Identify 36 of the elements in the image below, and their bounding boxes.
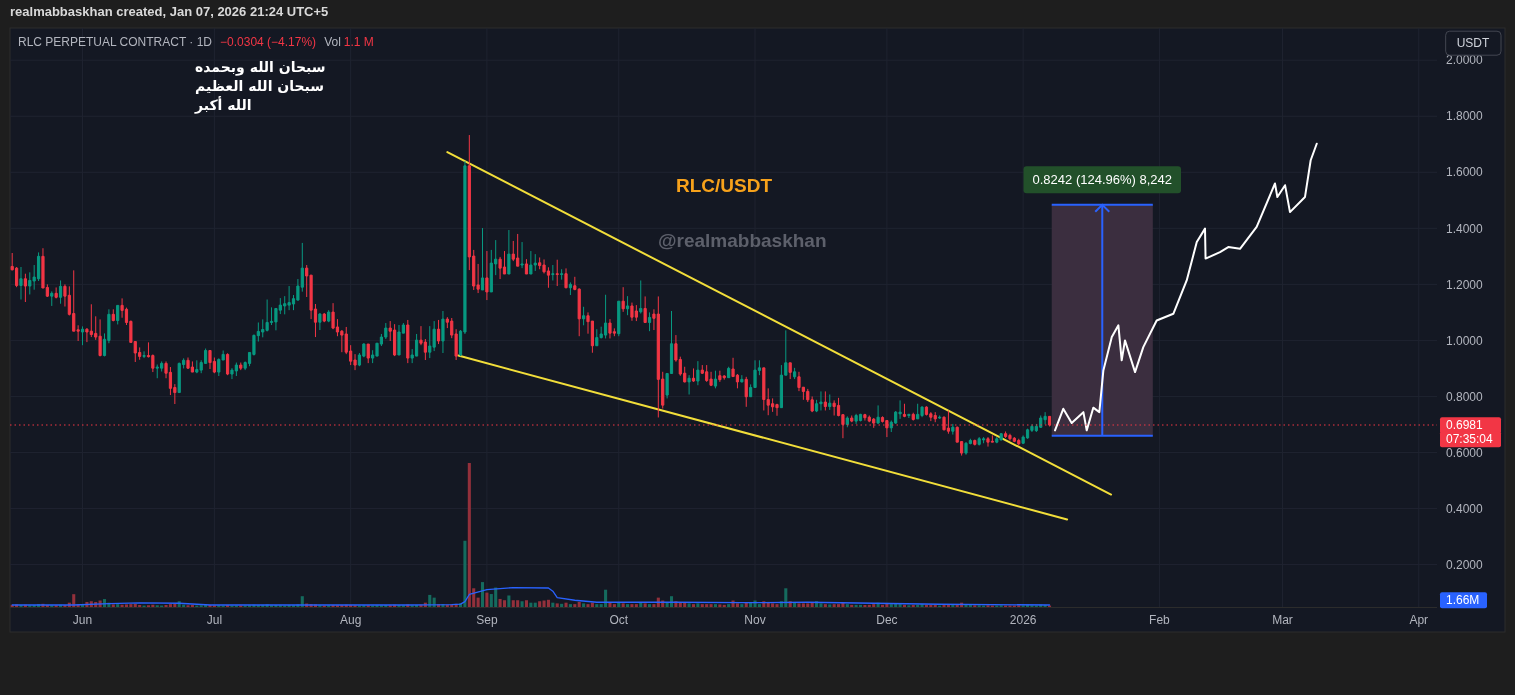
annotation: Vol — [324, 35, 341, 49]
y-tick-label: 0.8000 — [1446, 389, 1484, 404]
text: RLC PERPETUAL CONTRACT · 1D — [18, 35, 213, 49]
annotation: الله أكبر — [194, 96, 252, 114]
y-tick-label: 1.0000 — [1446, 333, 1484, 348]
annotation: 1.66M — [1446, 593, 1480, 608]
x-tick-label: Sep — [476, 613, 498, 628]
y-tick-label: 1.6000 — [1446, 165, 1484, 180]
annotation: −0.0304 (−4.17%) — [220, 35, 317, 49]
annotation: سبحان الله وبحمده — [195, 59, 326, 76]
annotation: RLC/USDT — [676, 175, 773, 196]
x-tick-label: Dec — [876, 613, 898, 628]
x-tick-label: Mar — [1272, 613, 1293, 628]
y-tick-label: 1.8000 — [1446, 109, 1484, 124]
y-tick-label: 0.6000 — [1446, 445, 1484, 460]
y-tick-label: 1.2000 — [1446, 277, 1484, 292]
x-tick-label: 2026 — [1009, 613, 1037, 628]
annotation: 1.1 M — [343, 35, 374, 49]
x-tick-label: Oct — [609, 613, 629, 628]
annotation: 0.8242 (124.96%) 8,242 — [1032, 172, 1173, 188]
x-tick-label: Apr — [1409, 613, 1429, 628]
y-tick-label: 1.4000 — [1446, 221, 1484, 236]
ref-line-label: 0.6981 — [1446, 418, 1484, 433]
x-tick-label: Jun — [72, 613, 93, 628]
annotation: @realmabbaskhan — [658, 230, 827, 251]
y-axis-title: USDT — [1456, 36, 1490, 51]
x-tick-label: Jul — [206, 613, 223, 628]
y-tick-label: 0.4000 — [1446, 501, 1484, 516]
y-tick-label: 2.0000 — [1446, 53, 1484, 68]
annotation: سبحان الله العظيم — [195, 78, 325, 94]
x-tick-label: Feb — [1149, 613, 1171, 628]
y-tick-label: 0.2000 — [1446, 557, 1484, 572]
x-tick-label: Nov — [744, 613, 766, 628]
x-tick-label: Aug — [339, 613, 362, 628]
text: realmabbaskhan created, Jan 07, 2026 21:24 UTC+5 — [10, 4, 329, 19]
annotation: 07:35:04 — [1446, 432, 1494, 447]
